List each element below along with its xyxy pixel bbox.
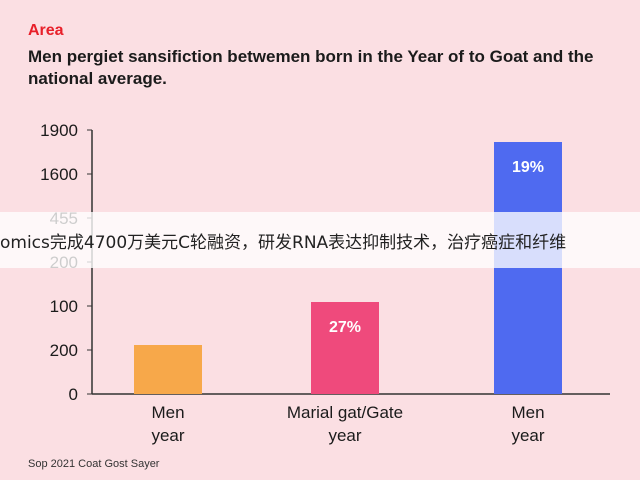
x-category-label: Men bbox=[151, 403, 184, 422]
chart-kicker: Area bbox=[28, 22, 64, 39]
y-tick-label: 100 bbox=[50, 297, 78, 316]
x-category-label: year bbox=[511, 426, 544, 445]
bar bbox=[494, 142, 562, 394]
y-tick-label: 1600 bbox=[40, 165, 78, 184]
bar-data-label: 27% bbox=[329, 319, 361, 336]
overlay-banner: omics完成4700万美元C轮融资，研发RNA表达抑制技术，治疗癌症和纤维 bbox=[0, 212, 640, 268]
x-category-label: year bbox=[151, 426, 184, 445]
y-tick-label: 1900 bbox=[40, 121, 78, 140]
y-tick-label: 0 bbox=[69, 385, 78, 404]
source-note: Sop 2021 Coat Gost Sayer bbox=[28, 458, 160, 470]
bar-data-label: 19% bbox=[512, 159, 544, 176]
banner-text: omics完成4700万美元C轮融资，研发RNA表达抑制技术，治疗癌症和纤维 bbox=[0, 233, 567, 253]
bar bbox=[134, 345, 202, 394]
x-category-label: Marial gat/Gate bbox=[287, 403, 403, 422]
bar bbox=[311, 302, 379, 394]
chart-title: Men pergiet sansifiction betwemen born i… bbox=[28, 47, 594, 88]
y-tick-label: 200 bbox=[50, 341, 78, 360]
x-category-label: Men bbox=[511, 403, 544, 422]
x-category-label: year bbox=[328, 426, 361, 445]
